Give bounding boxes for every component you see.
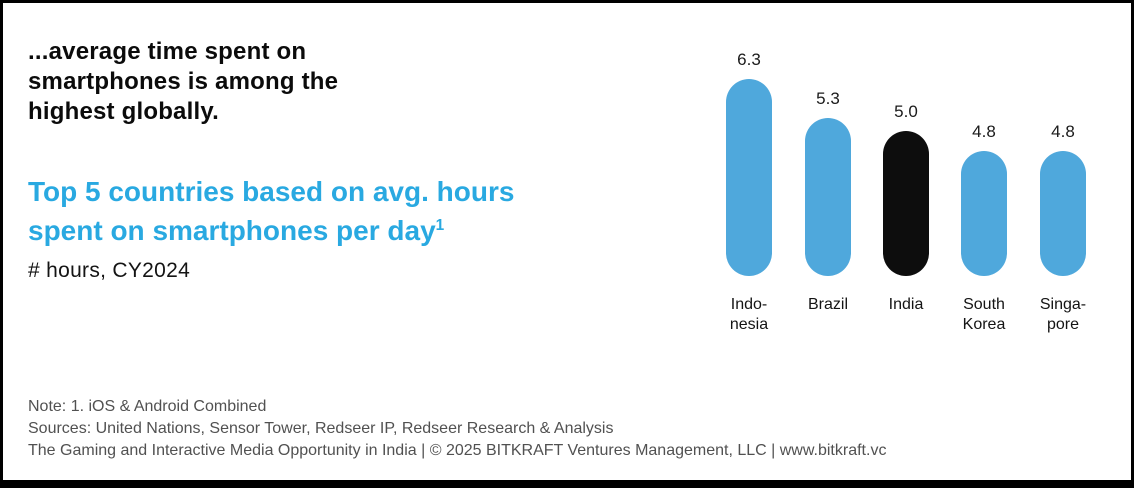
footer-sources: Sources: United Nations, Sensor Tower, R… xyxy=(28,420,614,437)
bar-value-label-brazil: 5.3 xyxy=(816,89,840,108)
bar-indonesia xyxy=(726,79,772,276)
bar-value-label-indonesia: 6.3 xyxy=(737,50,761,69)
bar-value-label-south-korea: 4.8 xyxy=(972,122,996,141)
bar-value-label-india: 5.0 xyxy=(894,102,918,121)
bar-south-korea xyxy=(961,151,1007,276)
units-label: # hours, CY2024 xyxy=(28,259,191,282)
bar-brazil xyxy=(805,118,851,276)
category-label-brazil: Brazil xyxy=(807,296,848,313)
category-label-india: India xyxy=(888,296,924,313)
bar-chart: 6.3 Indo- nesia 5.3 Brazil 5.0 India 4.8 South … xyxy=(3,3,1131,480)
bar-value-label-singapore: 4.8 xyxy=(1051,122,1075,141)
footer-note: Note: 1. iOS & Android Combined xyxy=(28,398,267,415)
category-label-singapore: Singa- pore xyxy=(1039,296,1087,333)
category-label-south-korea: South Korea xyxy=(962,296,1006,333)
headline: ...average time spent on smartphones is … xyxy=(28,38,339,125)
chart-title: Top 5 countries based on avg. hours spen… xyxy=(28,172,668,250)
bar-india xyxy=(883,131,929,276)
footer: Note: 1. iOS & Android Combined Sources:… xyxy=(28,396,1088,462)
category-label-indonesia: Indo- nesia xyxy=(729,296,769,333)
footnote-marker: 1 xyxy=(435,217,445,234)
bar-singapore xyxy=(1040,151,1086,276)
chart-title-text: Top 5 countries based on avg. hours spen… xyxy=(28,176,515,246)
footer-attribution: The Gaming and Interactive Media Opportu… xyxy=(28,442,887,459)
